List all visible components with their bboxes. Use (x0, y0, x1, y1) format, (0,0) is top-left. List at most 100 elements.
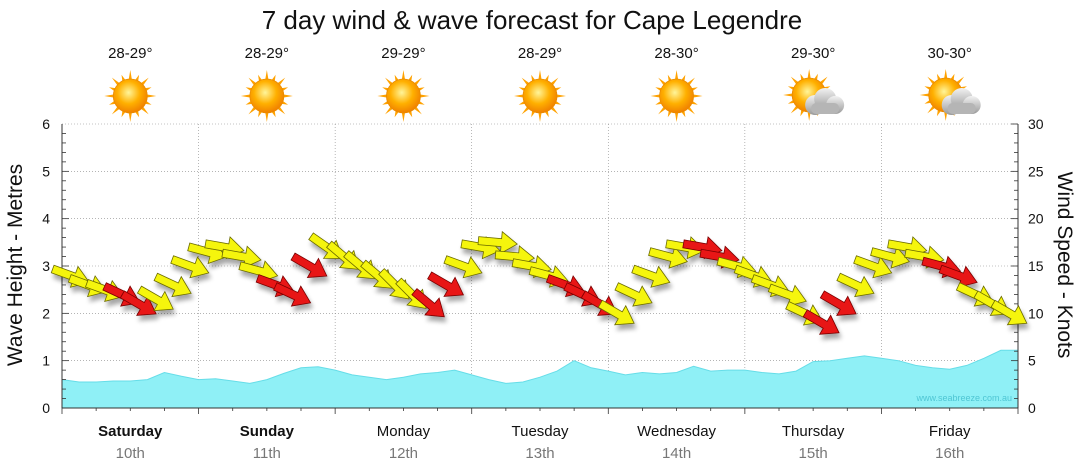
sun-ray (245, 87, 252, 91)
sun-ray (414, 77, 422, 86)
sun-ray (418, 101, 425, 105)
right-tick-label: 20 (1028, 211, 1044, 227)
wave-height-area (61, 349, 1019, 409)
sun-ray (418, 87, 425, 91)
sun-ray (141, 77, 149, 86)
wind-arrow-strong (273, 282, 312, 307)
sun-ray (258, 111, 262, 118)
sun-ray (538, 112, 542, 122)
left-tick-label: 6 (42, 116, 50, 132)
right-tick-label: 10 (1028, 305, 1044, 321)
sun-ray (820, 76, 828, 85)
sun-ray (693, 94, 703, 98)
day-date-label: 16th (935, 445, 964, 462)
sun-ray (667, 111, 672, 118)
sun-ray (408, 111, 413, 118)
sun-ray (790, 76, 799, 85)
sun-ray (919, 93, 929, 97)
sun-ray (382, 87, 389, 91)
wind-arrow-strong (119, 290, 157, 316)
sun-disc (386, 78, 421, 114)
sun-ray (145, 101, 152, 105)
cloud-shape (941, 88, 981, 115)
sun-ray (956, 76, 965, 85)
wind-arrow (136, 285, 174, 312)
wind-arrow (477, 230, 518, 255)
sun-ray (135, 74, 140, 81)
sun-ray (265, 112, 269, 122)
sun-ray (521, 77, 530, 86)
temperature-range-label: 30-30° (928, 45, 972, 62)
left-tick-label: 5 (42, 163, 50, 179)
sun-ray (420, 94, 430, 98)
day-date-label: 10th (116, 445, 145, 462)
wind-arrow-strong (411, 288, 445, 318)
day-name-label: Wednesday (637, 423, 716, 440)
sun-ray (658, 106, 666, 115)
sun-ray (111, 106, 120, 115)
wind-arrow (170, 255, 210, 279)
sun-disc (112, 78, 148, 114)
day-name-label: Monday (377, 423, 431, 440)
chart-title: 7 day wind & wave forecast for Cape Lege… (262, 5, 803, 35)
day-date-label: 15th (799, 445, 828, 462)
sun-ray (681, 111, 686, 118)
left-tick-label: 1 (42, 353, 50, 369)
right-tick-label: 0 (1028, 400, 1036, 416)
day-date-label: 13th (525, 445, 554, 462)
sun-ray (109, 87, 116, 91)
sun-ray (377, 94, 387, 98)
sun-disc (659, 78, 694, 114)
sun-ray (944, 69, 948, 79)
right-tick-label: 30 (1028, 116, 1044, 132)
sun-ray (675, 112, 679, 122)
sun-ray (385, 77, 393, 86)
wind-arrow (597, 299, 635, 326)
left-tick-label: 4 (42, 211, 50, 227)
sun-ray (281, 87, 289, 91)
sun-ray (401, 112, 405, 122)
day-name-label: Tuesday (512, 423, 569, 440)
sun-ray (950, 73, 955, 80)
wind-arrow (836, 272, 875, 298)
right-tick-label: 25 (1028, 163, 1044, 179)
day-name-label: Saturday (98, 423, 163, 440)
sun-ray (545, 74, 549, 81)
sun-ray (385, 106, 393, 115)
sun-disc (249, 78, 285, 114)
sun-ray (783, 93, 793, 97)
sun-ray (248, 77, 256, 86)
sun-ray (658, 77, 666, 86)
sun-ray (944, 111, 948, 121)
right-axis-title: Wind Speed - Knots (1053, 172, 1076, 359)
sun-ray (790, 105, 799, 114)
sun-ray (538, 70, 542, 80)
sun-ray (807, 111, 811, 121)
sun-ray (258, 74, 262, 81)
sun-ray (555, 87, 562, 91)
sun-ray (927, 76, 935, 85)
day-date-label: 14th (662, 445, 691, 462)
sun-ray (691, 87, 698, 91)
sun-ray (394, 111, 399, 118)
temperature-range-label: 28-30° (654, 45, 698, 62)
sun-ray (518, 87, 525, 91)
sun-ray (521, 106, 530, 115)
temperature-range-label: 28-29° (108, 45, 152, 62)
sun-ray (800, 110, 805, 117)
sun-ray (394, 74, 399, 81)
sun-ray (147, 94, 157, 98)
wind-arrow-strong (427, 271, 465, 297)
sun-ray (691, 101, 698, 105)
day-name-label: Thursday (782, 423, 845, 440)
sun-ray (128, 112, 132, 122)
sun-ray (408, 74, 413, 81)
day-date-label: 11th (253, 445, 281, 462)
sun-ray (240, 94, 250, 98)
sun-ray (531, 111, 535, 118)
wind-arrow (648, 246, 689, 269)
sun-ray (687, 77, 695, 86)
sunny-icon (104, 70, 157, 122)
sunny-icon (240, 70, 293, 122)
temperature-range-label: 28-29° (518, 45, 562, 62)
